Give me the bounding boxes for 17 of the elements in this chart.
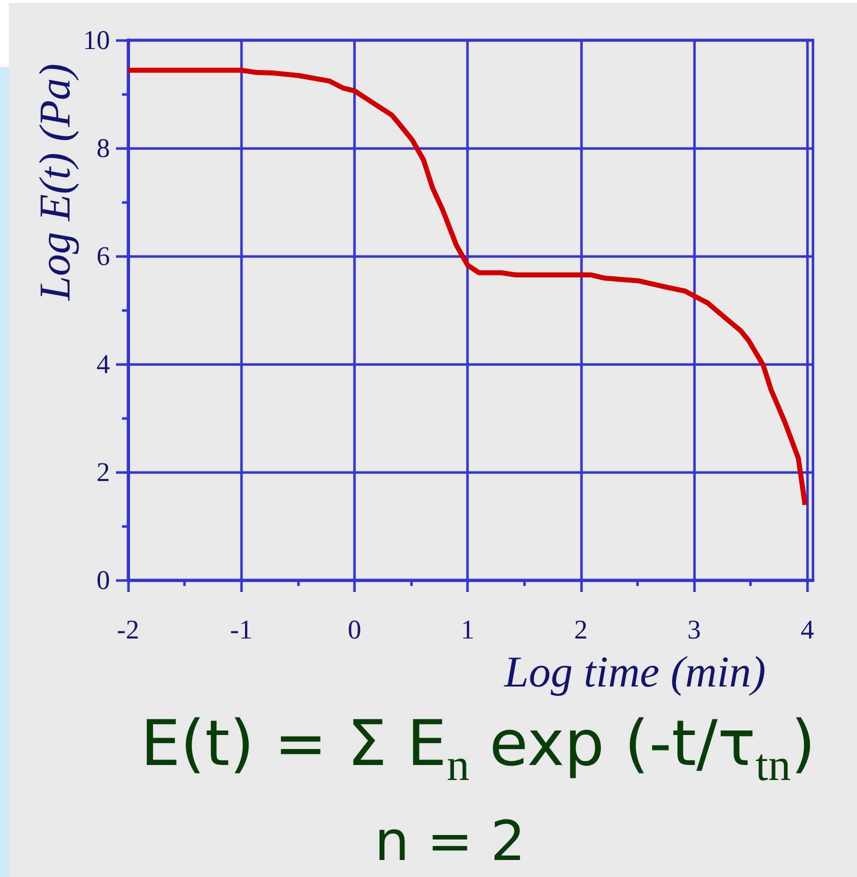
y-tick-label: 8 (96, 133, 110, 163)
x-tick-label: 4 (800, 614, 815, 644)
text: E(t) = Σ E$_{n}$ exp (-t/τ$_{tn}$) (140, 707, 816, 790)
x-tick-label: 0 (348, 614, 362, 644)
x-axis-title: Log time (min) (503, 648, 766, 696)
y-tick-label: 6 (96, 241, 110, 271)
y-tick-label: 0 (96, 565, 110, 595)
text: n = 2 (374, 809, 526, 873)
x-tick-label: 2 (574, 614, 588, 644)
x-tick-label: 3 (687, 614, 701, 644)
x-tick-label: -1 (230, 614, 252, 644)
y-tick-label: 10 (83, 25, 110, 55)
y-tick-label: 2 (96, 457, 110, 487)
x-tick-label: 1 (460, 614, 474, 644)
y-axis-title: Log E(t) (Pa) (30, 63, 80, 302)
y-tick-label: 4 (96, 349, 110, 379)
x-tick-label: -2 (116, 614, 140, 644)
